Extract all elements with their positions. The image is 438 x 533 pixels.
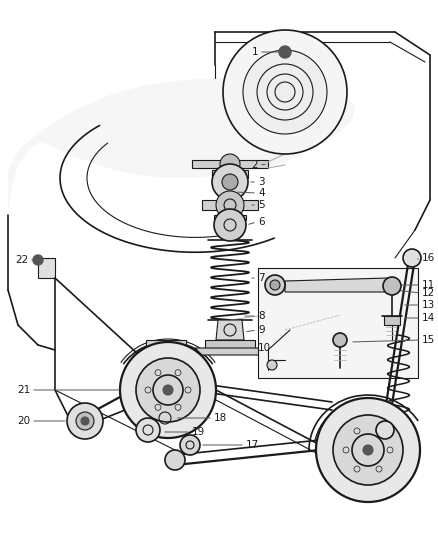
Polygon shape bbox=[384, 316, 400, 325]
Circle shape bbox=[216, 191, 244, 219]
Text: 19: 19 bbox=[192, 427, 205, 437]
Text: 8: 8 bbox=[258, 311, 265, 321]
Text: 16: 16 bbox=[422, 253, 435, 263]
Text: 6: 6 bbox=[258, 217, 265, 227]
Circle shape bbox=[214, 209, 246, 241]
Text: 18: 18 bbox=[214, 413, 227, 423]
Circle shape bbox=[333, 415, 403, 485]
Circle shape bbox=[212, 164, 248, 200]
Circle shape bbox=[243, 50, 327, 134]
Circle shape bbox=[265, 275, 285, 295]
Text: 22: 22 bbox=[15, 255, 28, 265]
Circle shape bbox=[136, 358, 200, 422]
Text: 13: 13 bbox=[422, 300, 435, 310]
Text: 2: 2 bbox=[251, 160, 258, 170]
Polygon shape bbox=[192, 160, 268, 168]
Text: 11: 11 bbox=[422, 280, 435, 290]
Polygon shape bbox=[285, 278, 395, 292]
Circle shape bbox=[136, 418, 160, 442]
Circle shape bbox=[223, 30, 347, 154]
Text: 21: 21 bbox=[17, 385, 30, 395]
Text: 12: 12 bbox=[422, 288, 435, 298]
Polygon shape bbox=[158, 408, 172, 430]
Text: 5: 5 bbox=[258, 200, 265, 210]
Circle shape bbox=[33, 255, 43, 265]
Text: 15: 15 bbox=[422, 335, 435, 345]
Circle shape bbox=[403, 249, 421, 267]
Circle shape bbox=[270, 280, 280, 290]
Circle shape bbox=[67, 403, 103, 439]
Polygon shape bbox=[205, 340, 255, 352]
Polygon shape bbox=[202, 200, 258, 210]
Circle shape bbox=[180, 435, 200, 455]
Text: 14: 14 bbox=[422, 313, 435, 323]
Polygon shape bbox=[146, 340, 186, 348]
Text: 10: 10 bbox=[258, 343, 271, 353]
Circle shape bbox=[333, 333, 347, 347]
Text: 3: 3 bbox=[258, 177, 265, 187]
Circle shape bbox=[222, 174, 238, 190]
Polygon shape bbox=[38, 258, 55, 278]
Circle shape bbox=[316, 398, 420, 502]
Text: 4: 4 bbox=[258, 188, 265, 198]
Polygon shape bbox=[8, 78, 355, 215]
Polygon shape bbox=[214, 215, 246, 220]
Circle shape bbox=[279, 46, 291, 58]
Text: 1: 1 bbox=[251, 47, 258, 57]
Polygon shape bbox=[212, 170, 248, 178]
Text: 7: 7 bbox=[258, 273, 265, 283]
Circle shape bbox=[120, 342, 216, 438]
Circle shape bbox=[383, 277, 401, 295]
Text: 17: 17 bbox=[246, 440, 259, 450]
Circle shape bbox=[163, 385, 173, 395]
Circle shape bbox=[81, 417, 89, 425]
Circle shape bbox=[267, 360, 277, 370]
Polygon shape bbox=[216, 320, 244, 340]
Polygon shape bbox=[195, 348, 265, 355]
Circle shape bbox=[165, 450, 185, 470]
Polygon shape bbox=[258, 268, 418, 378]
Circle shape bbox=[376, 421, 394, 439]
Circle shape bbox=[76, 412, 94, 430]
Text: 20: 20 bbox=[17, 416, 30, 426]
Circle shape bbox=[220, 154, 240, 174]
Text: 9: 9 bbox=[258, 325, 265, 335]
Circle shape bbox=[363, 445, 373, 455]
